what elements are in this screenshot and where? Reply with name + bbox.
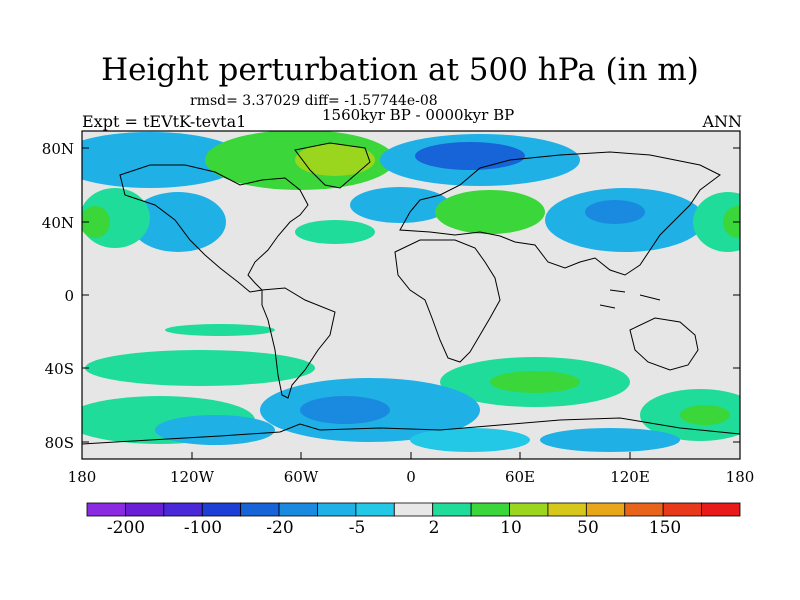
colorbar-swatch [470,502,510,517]
lon-label: 120W [169,468,215,486]
colorbar-swatch [393,502,434,517]
colorbar-label: -5 [348,518,366,538]
coast-africa [394,239,501,363]
anomaly-green-australia-core [680,405,730,425]
coast-antarctica [82,417,740,445]
anomaly-blue-indian-s [540,428,680,452]
experiment-label: Expt = tEVtK-tevta1 [82,112,247,131]
lat-label: 80N [41,140,74,158]
coast-indonesia [599,289,661,309]
lat-label: 80S [44,434,74,452]
stats-text: rmsd= 3.37029 diff= -1.57744e-08 [190,93,438,109]
colorbar-label: 150 [648,518,682,538]
colorbar-label: -100 [183,518,223,538]
colorbar-swatch [662,502,702,517]
lat-label: 0 [64,287,74,305]
colorbar-swatch [278,502,318,517]
lon-label: 0 [406,468,416,486]
anomaly-green-pacific-e-core [82,206,110,238]
period-label: 1560kyr BP - 0000kyr BP [322,106,515,124]
anomaly-green-s-indian-core [490,371,580,393]
coast-north-america [119,164,309,293]
colorbar-label: 2 [428,518,440,538]
lon-label: 180 [725,468,755,486]
colorbar-swatch [509,502,549,517]
anomaly-blue-antarctic-e [410,428,530,452]
colorbar-swatch [201,502,242,517]
anomaly-blue-asia-core [585,200,645,224]
colorbar-label: 50 [577,518,599,538]
anomaly-blue-pacific-w [130,192,226,252]
coastlines [82,142,740,445]
anomaly-green-se-pacific [165,324,275,336]
anomaly-blue-nea-core [415,142,525,170]
anomaly-blue-s-atlantic-core [300,396,390,424]
anomaly-green-s-pacific [85,350,315,386]
coast-eurasia [399,151,721,276]
colorbar-swatch [701,502,741,517]
colorbar-swatch [317,502,357,517]
anomaly-blue-atlantic [350,187,450,223]
colorbar [86,502,741,517]
anomaly-green-far-east-core [723,206,740,238]
lat-label: 40S [44,360,74,378]
colorbar-label: -200 [106,518,146,538]
colorbar-swatch [355,502,395,517]
colorbar-swatch [163,502,203,517]
lon-label: 180 [67,468,97,486]
plot-title: Height perturbation at 500 hPa (in m) [101,52,699,88]
colorbar-swatch [547,502,587,517]
lon-label: 60W [283,468,319,486]
colorbar-swatch [125,502,165,517]
anomaly-green-namerica [295,220,375,244]
colorbar-swatch [432,502,472,517]
lon-label: 60E [504,468,536,486]
colorbar-swatch [624,502,664,517]
lat-label: 40N [41,214,74,232]
lon-label: 120E [610,468,650,486]
coast-greenland [294,142,371,189]
colorbar-label: -20 [266,518,294,538]
anomaly-blue-s-pacific-2 [155,415,275,445]
anomaly-green-europe [435,190,545,234]
anomaly-green-far-east [693,192,740,252]
anomaly-yellow-greenland [295,144,375,176]
colorbar-swatch [585,502,626,517]
axis-ticks [81,147,741,459]
coast-australia [629,317,699,371]
season-label: ANN [702,112,742,131]
colorbar-swatch [240,502,280,517]
coast-south-america [261,287,336,399]
colorbar-swatch [86,502,126,517]
colorbar-label: 10 [500,518,522,538]
